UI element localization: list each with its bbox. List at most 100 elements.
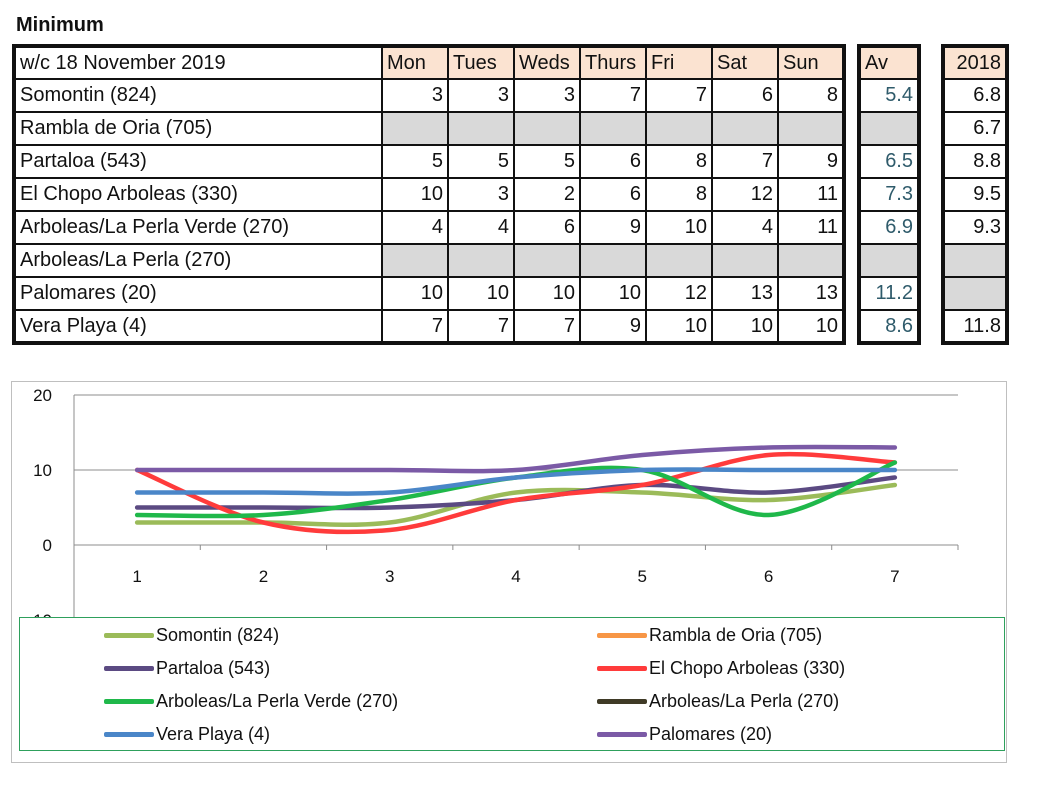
year-header: 2018 [942,45,1008,80]
day-value: 10 [381,177,449,212]
day-value: 6 [711,78,779,113]
legend-swatch [104,699,154,704]
legend-swatch [597,666,647,671]
header-row: w/c 18 November 2019 Mon Tues Weds Thurs Fri S… [13,45,845,80]
legend-swatch [597,732,647,737]
year-2018-value: 11.8 [942,309,1008,344]
legend-swatch [104,633,154,638]
chart-legend: Somontin (824) Rambla de Oria (705) Partal… [19,617,1005,751]
day-value [711,111,779,146]
day-value [777,243,845,278]
day-header: Tues [447,45,515,80]
legend-swatch [104,666,154,671]
table-row: Partaloa (543) 5 5 5 6 8 7 9 [13,144,845,179]
legend-label: El Chopo Arboleas (330) [649,658,846,678]
average-value: 8.6 [858,309,920,344]
day-value [579,111,647,146]
x-tick-label: 5 [638,567,647,586]
table-row: Rambla de Oria (705) [13,111,845,146]
legend-label: Rambla de Oria (705) [649,625,823,645]
day-value: 8 [645,144,713,179]
series-line [134,451,898,535]
day-header: Sun [777,45,845,80]
day-value: 10 [447,276,515,311]
legend-label: Arboleas/La Perla (270) [649,691,840,711]
day-header: Weds [513,45,581,80]
day-value [381,111,449,146]
x-tick-label: 7 [890,567,899,586]
average-value [858,111,920,146]
day-header: Fri [645,45,713,80]
day-value: 9 [579,309,647,344]
day-value: 7 [447,309,515,344]
av-header: Av [858,45,920,80]
legend-label: Somontin (824) [156,625,280,645]
day-value: 6 [513,210,581,245]
station-name: Vera Playa (4) [13,309,383,344]
day-value: 5 [513,144,581,179]
station-name: Palomares (20) [13,276,383,311]
day-value [579,243,647,278]
page-title: Minimum [16,14,104,36]
station-name: Arboleas/La Perla Verde (270) [13,210,383,245]
day-value: 2 [513,177,581,212]
legend-label: Partaloa (543) [156,658,271,678]
day-value [645,111,713,146]
legend-label: Palomares (20) [649,724,773,744]
day-value: 7 [513,309,581,344]
day-value: 12 [711,177,779,212]
week-label: w/c 18 November 2019 [13,45,383,80]
year-2018-value [942,243,1008,278]
day-value: 6 [579,177,647,212]
legend-swatch [597,699,647,704]
day-value: 10 [777,309,845,344]
day-value [381,243,449,278]
day-value: 3 [447,177,515,212]
legend-label: Arboleas/La Perla Verde (270) [156,691,399,711]
day-value: 8 [645,177,713,212]
station-name: El Chopo Arboleas (330) [13,177,383,212]
y-tick-label: 0 [43,536,52,555]
temperature-table: w/c 18 November 2019 Mon Tues Weds Thurs Fri S… [12,44,846,345]
day-value: 4 [381,210,449,245]
day-value [777,111,845,146]
table-row: Arboleas/La Perla Verde (270) 4 4 6 9 10 4 11 [13,210,845,245]
legend-swatch [597,633,647,638]
day-value: 6 [579,144,647,179]
x-tick-label: 6 [764,567,773,586]
day-value: 7 [579,78,647,113]
day-value: 4 [711,210,779,245]
day-value: 8 [777,78,845,113]
day-value: 10 [579,276,647,311]
station-name: Arboleas/La Perla (270) [13,243,383,278]
day-value: 7 [381,309,449,344]
x-tick-label: 3 [385,567,394,586]
day-value [447,243,515,278]
table-row: El Chopo Arboleas (330) 10 3 2 6 8 12 11 [13,177,845,212]
series-line [134,467,898,496]
x-tick-label: 1 [132,567,141,586]
day-value [513,243,581,278]
average-value: 11.2 [858,276,920,311]
station-name: Partaloa (543) [13,144,383,179]
day-value: 10 [513,276,581,311]
table-row: Palomares (20) 10 10 10 10 12 13 13 [13,276,845,311]
average-value: 5.4 [858,78,920,113]
day-value: 13 [777,276,845,311]
station-name: Somontin (824) [13,78,383,113]
x-tick-label: 4 [511,567,520,586]
year-2018-value: 6.8 [942,78,1008,113]
day-value: 10 [381,276,449,311]
year-2018-value [942,276,1008,311]
day-value: 13 [711,276,779,311]
day-value: 12 [645,276,713,311]
day-value: 9 [777,144,845,179]
year-2018-value: 8.8 [942,144,1008,179]
average-value: 6.5 [858,144,920,179]
legend-label: Vera Playa (4) [156,724,271,744]
x-tick-label: 2 [259,567,268,586]
day-value [447,111,515,146]
station-name: Rambla de Oria (705) [13,111,383,146]
day-value: 4 [447,210,515,245]
y-tick-label: 10 [33,461,52,480]
